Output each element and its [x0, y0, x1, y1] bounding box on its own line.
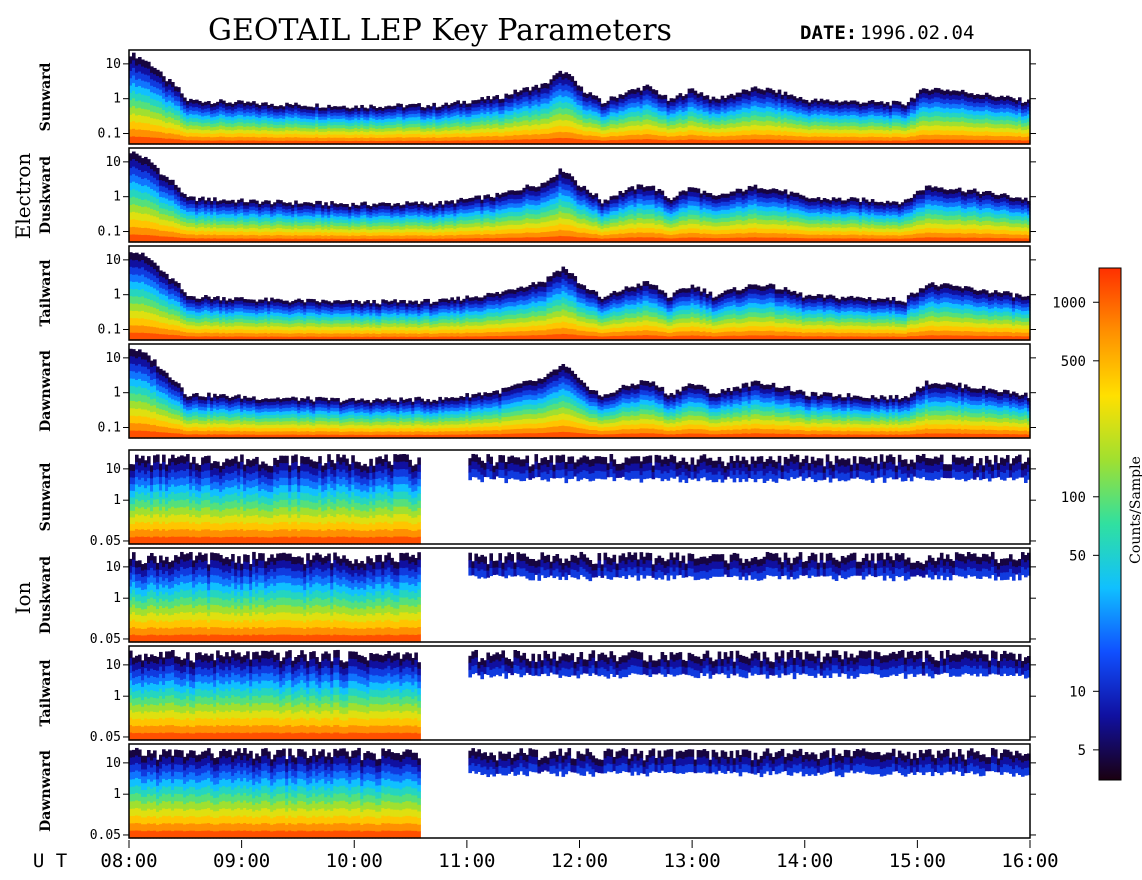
spectrogram-panels: Sunward 10 1 0.1 Duskward 10 1 0.1 Tailward 10 1 0.…: [38, 49, 1036, 843]
spectrogram-image: [129, 52, 1031, 145]
date-value: 1996.02.04: [860, 22, 974, 44]
x-tick-label: 10:00: [326, 850, 383, 872]
colorbar-ticks: 1000 500 100 50 10 5: [1052, 295, 1099, 759]
panel-ion-duskward: Duskward 10 1 0.05: [38, 547, 1036, 647]
y-tick-label: 10: [105, 57, 121, 72]
x-tick-label: 14:00: [776, 850, 833, 872]
panel-electron-duskward: Duskward 10 1 0.1: [38, 147, 1036, 243]
y-tick-label: 10: [105, 462, 121, 477]
spectrogram-image: [129, 151, 1031, 243]
panel-frame: [128, 645, 1031, 741]
y-tick-label: 0.05: [90, 828, 121, 843]
x-tick-label: 16:00: [1001, 850, 1058, 872]
colorbar-label: Counts/Sample: [1128, 456, 1142, 564]
y-tick-label: 1: [113, 493, 121, 508]
panel-electron-sunward: Sunward 10 1 0.1: [38, 49, 1036, 145]
y-tick-label: 10: [105, 756, 121, 771]
y-tick-label: 10: [105, 155, 121, 170]
panel-label: Duskward: [38, 156, 54, 234]
group-label-ion: Ion: [11, 581, 35, 614]
y-tick-label: 1: [113, 386, 121, 401]
spectrogram-image: [129, 453, 1031, 545]
y-tick-label: 1: [113, 689, 121, 704]
y-tick-label: 10: [105, 658, 121, 673]
spectrogram-image: [129, 252, 1031, 341]
panel-frame: [128, 147, 1031, 243]
x-tick-label: 15:00: [889, 850, 946, 872]
x-axis-label: U T: [33, 850, 67, 872]
y-tick-label: 1: [113, 92, 121, 107]
spectrogram-image: [129, 348, 1031, 439]
y-tick-label: 10: [105, 560, 121, 575]
y-tick-label: 0.05: [90, 632, 121, 647]
date-label: DATE:: [800, 22, 857, 44]
y-tick-label: 10: [105, 351, 121, 366]
y-tick-label: 0.1: [98, 225, 121, 240]
colorbar-tick-label: 1000: [1052, 295, 1086, 311]
y-tick-label: 0.05: [90, 534, 121, 549]
panel-ion-sunward: Sunward 10 1 0.05: [38, 449, 1036, 549]
y-tick-label: 1: [113, 787, 121, 802]
panel-ion-dawnward: Dawnward 10 1 0.05: [38, 743, 1036, 843]
x-tick-label: 11:00: [438, 850, 495, 872]
panel-label: Duskward: [38, 556, 54, 634]
panel-ion-tailward: Tailward 10 1 0.05: [38, 645, 1036, 745]
y-tick-label: 1: [113, 288, 121, 303]
panel-label: Dawnward: [38, 750, 54, 832]
x-tick-label: 08:00: [100, 850, 157, 872]
panel-label: Tailward: [38, 659, 54, 726]
y-tick-label: 10: [105, 253, 121, 268]
y-tick-label: 0.1: [98, 323, 121, 338]
y-tick-label: 0.1: [98, 421, 121, 436]
y-tick-label: 0.1: [98, 127, 121, 142]
panel-frame: [128, 743, 1031, 839]
x-tick-label: 12:00: [551, 850, 608, 872]
panel-frame: [128, 49, 1031, 145]
panel-label: Sunward: [38, 62, 54, 131]
panel-electron-tailward: Tailward 10 1 0.1: [38, 245, 1036, 341]
spectrogram-image: [129, 649, 1031, 741]
x-tick-label: 09:00: [213, 850, 270, 872]
colorbar-tick-label: 5: [1078, 743, 1086, 759]
spectrogram-image: [129, 551, 1031, 643]
x-axis-ticks: 08:00 09:00 10:00 11:00 12:00 13:00 14:00 15:00…: [100, 840, 1059, 872]
panel-frame: [128, 245, 1031, 341]
y-tick-label: 1: [113, 591, 121, 606]
chart-title: GEOTAIL LEP Key Parameters: [208, 13, 672, 48]
panel-frame: [128, 547, 1031, 643]
spectrogram-image: [129, 747, 1031, 839]
panel-label: Sunward: [38, 462, 54, 531]
colorbar: [1098, 267, 1122, 781]
colorbar-tick-label: 50: [1069, 548, 1086, 564]
panel-frame: [128, 343, 1031, 439]
y-tick-label: 1: [113, 190, 121, 205]
colorbar-tick-label: 10: [1069, 684, 1086, 700]
panel-label: Tailward: [38, 259, 54, 326]
x-tick-label: 13:00: [664, 850, 721, 872]
panel-electron-dawnward: Dawnward 10 1 0.1: [38, 343, 1036, 439]
panel-label: Dawnward: [38, 350, 54, 432]
colorbar-tick-label: 100: [1061, 490, 1086, 506]
panel-frame: [128, 449, 1031, 545]
colorbar-tick-label: 500: [1061, 354, 1086, 370]
group-label-electron: Electron: [11, 153, 35, 240]
y-tick-label: 0.05: [90, 730, 121, 745]
